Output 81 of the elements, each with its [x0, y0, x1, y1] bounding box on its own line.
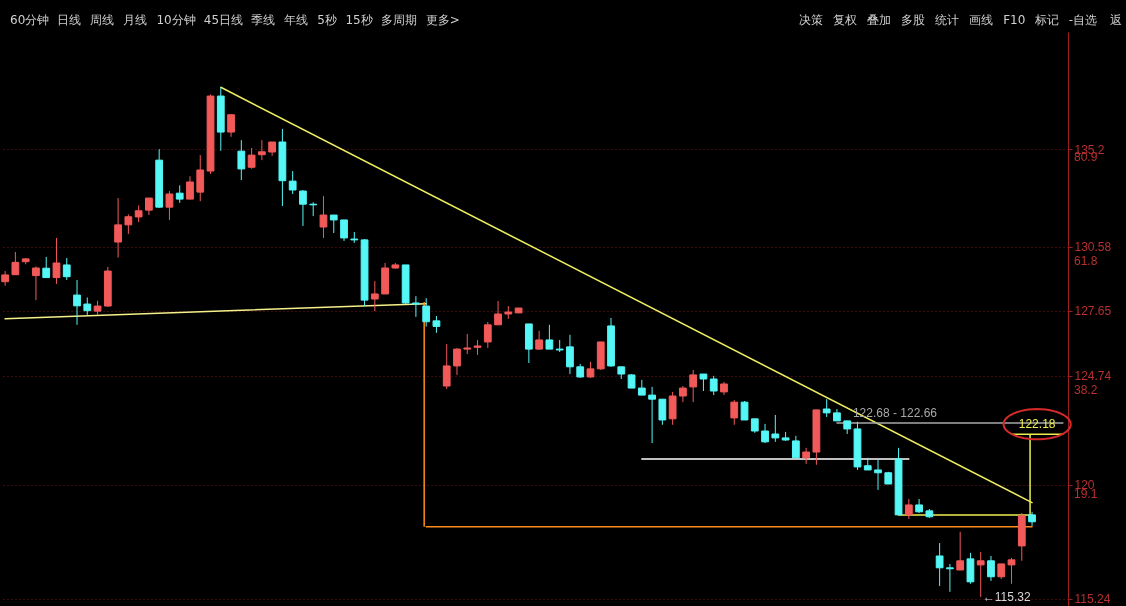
- candlestick: [689, 369, 698, 403]
- candlestick: [740, 400, 749, 421]
- text: -自选: [1068, 13, 1098, 27]
- text: 更多>: [425, 13, 460, 27]
- text: 返: [1110, 13, 1122, 27]
- candlestick: [62, 257, 71, 281]
- candlestick: [114, 197, 122, 259]
- candlestick: [1007, 557, 1016, 585]
- text: 60分钟: [10, 13, 50, 27]
- candlestick: [976, 551, 985, 598]
- candlestick: [494, 300, 502, 326]
- candlestick: [802, 447, 811, 465]
- y-tick-label: 124.74: [1074, 369, 1112, 384]
- y-tick-label: 115.24: [1074, 592, 1111, 606]
- candlestick: [299, 189, 307, 227]
- y2-tick-label: 61.8: [1074, 254, 1098, 269]
- text: 标记: [1033, 13, 1059, 27]
- text: 月线: [123, 13, 148, 27]
- y2-tick-label: 38.2: [1074, 382, 1098, 397]
- candlestick: [370, 280, 379, 312]
- series-label: 122.18: [1018, 417, 1056, 432]
- text: 画线: [969, 13, 994, 27]
- text: 45日线: [203, 13, 244, 27]
- candlestick: [186, 175, 194, 200]
- candlestick: [422, 297, 431, 328]
- candlestick: [874, 459, 882, 491]
- text: 年线: [284, 13, 309, 27]
- candlestick: [648, 386, 656, 444]
- text: 多股: [901, 13, 926, 27]
- candlestick: [730, 399, 739, 426]
- text: 周线: [90, 13, 115, 27]
- candlestick: [257, 139, 266, 161]
- text: 统计: [935, 13, 960, 27]
- candlestick: [658, 398, 667, 426]
- text: F10: [1003, 13, 1026, 27]
- candlestick: [73, 279, 81, 326]
- candlestick: [946, 563, 954, 593]
- candlestick: [237, 139, 246, 181]
- candlestick: [791, 435, 800, 459]
- text: 5秒: [317, 13, 337, 27]
- candlestick: [52, 237, 61, 285]
- candlestick: [668, 391, 677, 426]
- text: 复权: [833, 13, 858, 27]
- text: 决策: [799, 13, 824, 27]
- candlestick: [32, 265, 40, 301]
- y-tick-label: 130.58: [1074, 240, 1112, 255]
- candlestick: [1, 270, 10, 287]
- candlestick: [196, 154, 205, 202]
- text: 叠加: [867, 13, 892, 27]
- candlestick: [247, 147, 256, 170]
- candlestick: [340, 219, 348, 242]
- candlestick: [463, 333, 472, 355]
- text: 多周期: [380, 13, 417, 27]
- candlestick: [709, 375, 718, 396]
- candlestick: [771, 414, 780, 443]
- candlestick: [453, 347, 461, 376]
- candlestick: [761, 423, 769, 444]
- candlestick: [412, 295, 420, 318]
- candlestick: [935, 542, 944, 587]
- candlestick: [566, 334, 574, 375]
- candlestick: [42, 256, 51, 279]
- text: 15秒: [345, 13, 373, 27]
- candlestick: [11, 251, 20, 276]
- annotation: ←115.32: [982, 589, 1031, 604]
- candlestick: [987, 555, 995, 582]
- candlestick: [442, 343, 451, 390]
- series-label: 122.68 - 122.66: [852, 405, 938, 420]
- candlestick: [545, 324, 554, 350]
- candlestick: [483, 321, 492, 349]
- candlestick: [966, 552, 975, 585]
- y-tick-label: 127.65: [1074, 304, 1112, 319]
- candlestick: [319, 195, 328, 239]
- candlestick: [165, 190, 174, 221]
- candlestick: [227, 114, 235, 138]
- text: 季线: [251, 13, 276, 27]
- candlestick: [956, 531, 965, 571]
- candlestick: [904, 498, 913, 520]
- candlestick: [288, 170, 297, 195]
- text: 10分钟: [156, 13, 196, 27]
- text: 日线: [57, 13, 82, 27]
- candlestick: [124, 213, 133, 235]
